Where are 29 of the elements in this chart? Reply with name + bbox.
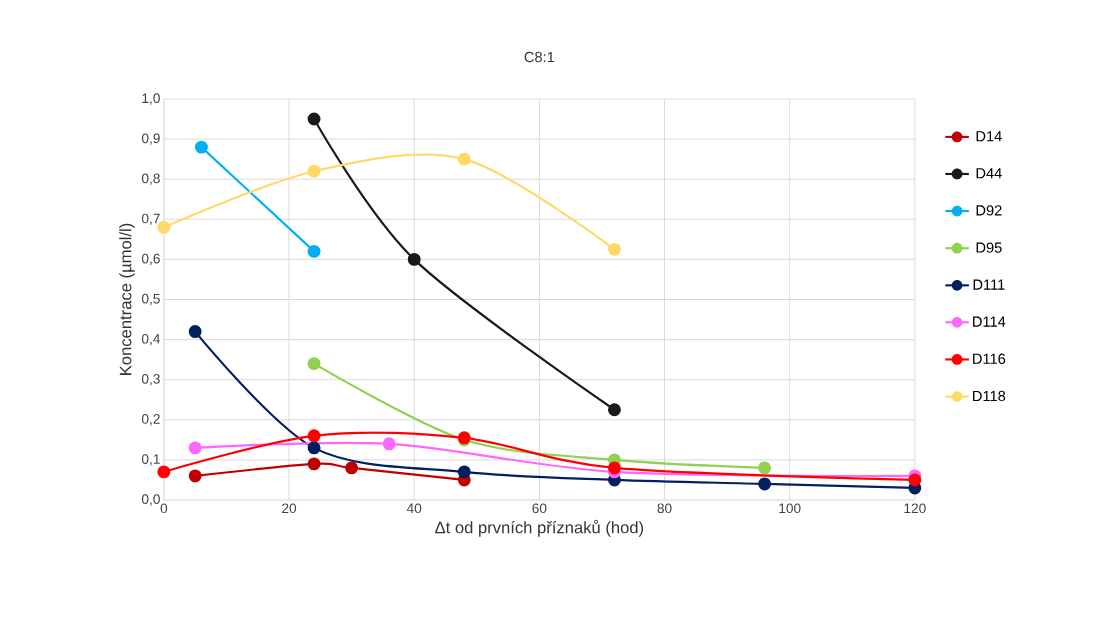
x-tick-label: 40: [406, 503, 422, 514]
y-tick-label: 0,2: [141, 414, 160, 426]
y-tick-label: 0,1: [141, 454, 160, 466]
x-tick-label: 20: [282, 503, 297, 514]
legend-label: D95: [976, 242, 1002, 253]
legend-label: D111: [973, 279, 1005, 290]
y-tick-label: 0,3: [141, 374, 160, 386]
x-tick-label: 80: [657, 503, 672, 514]
x-axis-title: Δt od prvních příznaků (hod): [435, 519, 644, 537]
legend-label: D116: [973, 353, 1006, 365]
y-tick-label: 0,5: [141, 294, 160, 306]
legend-label: D114: [973, 316, 1006, 327]
y-tick-label: 0,0: [141, 494, 160, 506]
y-tick-label: 0,4: [141, 334, 161, 346]
x-tick-label: 60: [532, 503, 547, 514]
x-tick-label: 120: [904, 503, 926, 514]
x-tick-label: 0: [160, 503, 168, 514]
y-tick-label: 0,8: [141, 173, 160, 186]
chart-title: C8:1: [524, 52, 555, 63]
y-tick-label: 0,7: [141, 213, 160, 226]
legend-label: D92: [976, 205, 1002, 216]
y-axis-title: Koncentrace (µmol/l): [119, 223, 135, 376]
y-tick-label: 1,0: [142, 93, 160, 105]
legend-label: D118: [973, 390, 1006, 402]
y-tick-label: 0,9: [141, 133, 160, 145]
x-tick-label: 100: [779, 503, 801, 514]
legend-label: D44: [976, 168, 1002, 179]
legend-label: D14: [976, 131, 1002, 142]
y-tick-label: 0,6: [141, 253, 160, 266]
